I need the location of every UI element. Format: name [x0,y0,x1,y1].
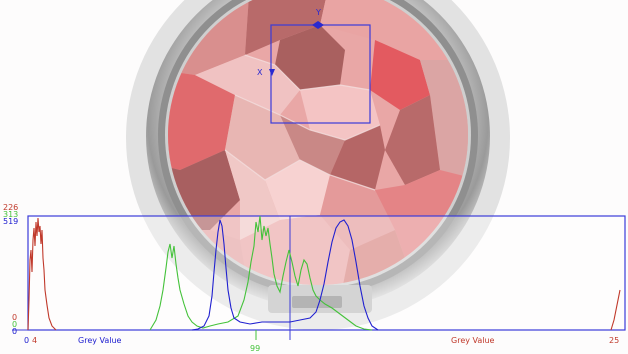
y-tick-green-zero: 0 [12,320,18,329]
histogram-red-channel-tail [610,289,621,331]
x-axis-label-blue: Grey Value [78,336,122,345]
y-tick-red-zero: 0 [12,313,18,322]
x-tick-left-four: 4 [32,336,38,345]
x-tick-right: 25 [609,336,620,345]
roi-y-marker-icon[interactable] [312,21,324,29]
y-tick-blue-zero: 0 [12,327,18,336]
roi-x-marker-icon[interactable] [269,69,275,76]
y-tick-green-max: 313 [3,210,19,219]
histogram-blue-channel [191,219,379,331]
roi-y-label: Y [316,8,321,17]
y-tick-blue-max: 519 [3,217,19,226]
compact-clasp [292,296,342,308]
y-tick-red-max: 226 [3,203,19,212]
histogram-red-channel [27,217,57,331]
histogram-green-channel [149,215,373,331]
x-axis-label-red: Grey Value [451,336,495,345]
green-marker-value: 99 [250,344,261,353]
roi-x-label: X [257,68,263,77]
x-tick-left-zero: 0 [24,336,30,345]
